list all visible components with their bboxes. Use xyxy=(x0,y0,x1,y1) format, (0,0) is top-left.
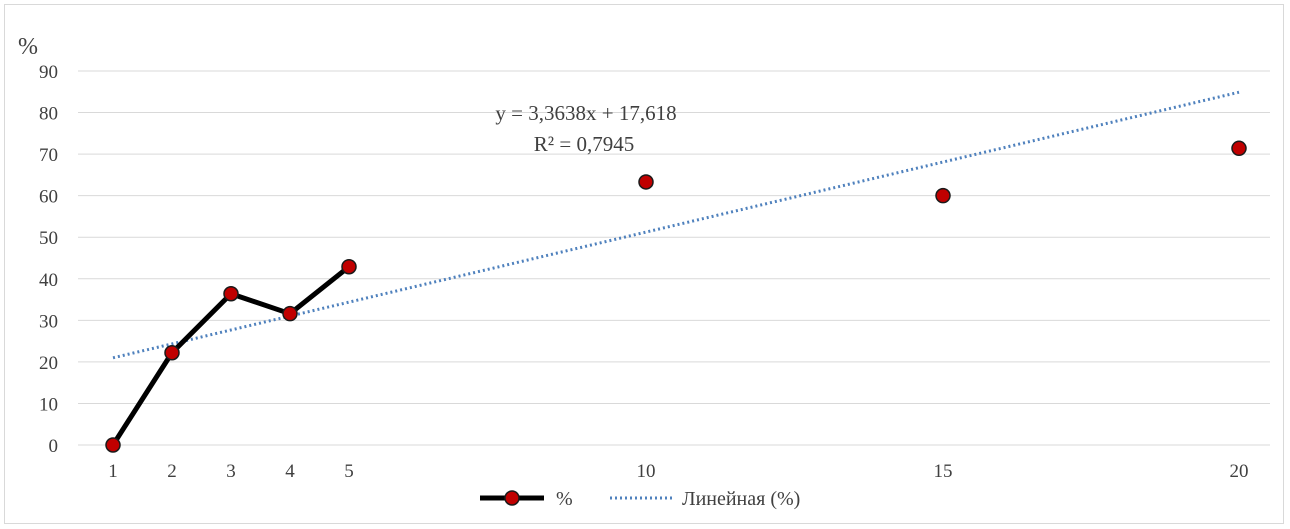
data-point-x1 xyxy=(105,437,121,453)
legend: % Линейная (%) xyxy=(480,488,800,510)
y-tick-20: 20 xyxy=(39,353,58,374)
legend-trend-label: Линейная (%) xyxy=(682,488,800,510)
y-tick-80: 80 xyxy=(39,104,58,125)
x-tick-15: 15 xyxy=(934,461,953,482)
data-point-x4 xyxy=(282,305,298,322)
trend-r2: R² = 0,7945 xyxy=(534,132,634,156)
y-tick-10: 10 xyxy=(39,394,58,415)
trend-equation: y = 3,3638x + 17,618 xyxy=(495,101,676,125)
data-point-x20 xyxy=(1231,140,1247,157)
y-tick-60: 60 xyxy=(39,187,58,208)
y-tick-30: 30 xyxy=(39,311,58,332)
x-tick-20: 20 xyxy=(1230,461,1249,482)
data-point-x10 xyxy=(638,174,654,190)
x-tick-1: 1 xyxy=(108,461,118,482)
x-tick-3: 3 xyxy=(226,461,236,482)
x-tick-labels: 1 2 3 4 5 10 15 20 xyxy=(108,461,1248,482)
data-point-x15 xyxy=(935,187,951,204)
y-tick-labels: 0 10 20 30 40 50 60 70 80 90 xyxy=(39,62,58,457)
chart-frame xyxy=(4,4,1284,524)
y-unit-label: % xyxy=(18,34,38,60)
legend-series-marker xyxy=(504,490,520,506)
x-tick-5: 5 xyxy=(344,461,354,482)
data-point-x2 xyxy=(164,344,180,361)
x-tick-10: 10 xyxy=(637,461,656,482)
trendline xyxy=(112,90,1240,360)
y-tick-50: 50 xyxy=(39,228,58,249)
data-point-x3 xyxy=(223,285,239,302)
y-tick-0: 0 xyxy=(49,436,59,457)
y-tick-70: 70 xyxy=(39,145,58,166)
y-tick-90: 90 xyxy=(39,62,58,83)
x-tick-4: 4 xyxy=(285,461,295,482)
legend-series-label: % xyxy=(556,488,573,510)
trendline-layer xyxy=(112,90,1240,360)
x-tick-2: 2 xyxy=(167,461,177,482)
series-layer xyxy=(105,140,1247,453)
y-tick-40: 40 xyxy=(39,270,58,291)
gridlines xyxy=(78,70,1270,446)
data-point-x5 xyxy=(341,258,357,275)
